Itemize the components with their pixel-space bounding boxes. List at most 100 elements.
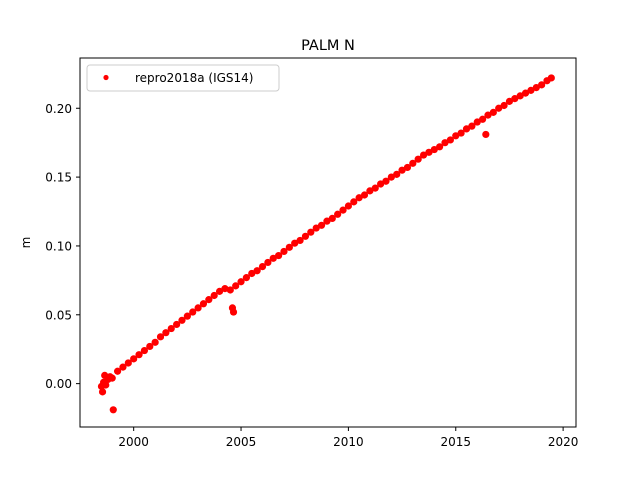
data-point — [366, 187, 374, 195]
y-tick-label: 0.20 — [45, 102, 72, 116]
data-point — [210, 291, 218, 300]
data-point — [334, 210, 342, 218]
legend-label: repro2018a (IGS14) — [135, 71, 253, 85]
plot-area-background — [80, 58, 576, 427]
plot-frame — [79, 57, 577, 428]
data-point — [301, 232, 310, 240]
data-point — [167, 324, 175, 333]
data-point — [505, 97, 514, 105]
data-point — [479, 115, 487, 123]
x-tick-label: 2020 — [548, 435, 579, 449]
data-point — [109, 406, 117, 414]
chart-title: PALM N — [301, 38, 355, 54]
data-point — [473, 118, 481, 126]
data-point — [264, 258, 272, 267]
y-tick-label: 0.05 — [45, 308, 72, 322]
data-point — [280, 247, 288, 256]
legend-marker — [103, 74, 109, 81]
data-point — [387, 173, 395, 181]
data-point — [468, 122, 476, 130]
data-point — [409, 159, 417, 167]
data-point — [317, 221, 326, 229]
data-point — [146, 342, 154, 351]
data-point — [232, 282, 240, 290]
data-point — [151, 338, 159, 346]
data-point — [484, 111, 492, 119]
data-point — [398, 166, 406, 174]
data-point — [173, 320, 181, 329]
x-tick-label: 2005 — [226, 435, 257, 449]
scatter-points — [97, 74, 555, 414]
data-point — [538, 81, 546, 89]
data-point — [135, 351, 143, 359]
data-point — [258, 263, 267, 271]
data-point — [462, 125, 471, 133]
data-point — [516, 92, 524, 100]
data-point — [425, 148, 433, 156]
data-point — [371, 184, 379, 192]
data-point — [344, 202, 352, 210]
data-point — [382, 177, 390, 185]
data-point — [205, 296, 213, 304]
x-tick-label: 2015 — [440, 435, 471, 449]
data-point — [215, 287, 224, 295]
data-point — [457, 129, 465, 137]
data-point — [178, 316, 186, 324]
x-tick-label: 2010 — [333, 435, 364, 449]
data-point — [355, 194, 363, 202]
data-point — [403, 163, 412, 172]
data-point — [156, 333, 165, 341]
data-point — [436, 143, 444, 151]
data-point — [98, 388, 107, 396]
data-point — [377, 180, 385, 188]
data-point — [130, 355, 138, 363]
data-point — [296, 236, 304, 245]
data-point — [419, 151, 428, 159]
data-point — [495, 104, 503, 112]
data-point — [285, 243, 293, 251]
data-point — [393, 170, 401, 178]
x-tick-label: 2000 — [118, 435, 149, 449]
y-tick-label: 0.10 — [45, 239, 72, 253]
y-axis-label: m — [19, 237, 33, 249]
data-point — [199, 300, 208, 308]
data-point — [253, 267, 261, 275]
data-point — [113, 367, 122, 375]
data-point — [532, 84, 540, 92]
data-point — [108, 374, 116, 382]
legend: repro2018a (IGS14) — [86, 64, 280, 92]
data-point — [452, 132, 460, 140]
data-point — [328, 214, 336, 222]
data-point — [360, 191, 369, 199]
legend-box — [86, 64, 280, 92]
data-point — [242, 274, 251, 282]
data-point — [229, 308, 238, 316]
data-point — [500, 101, 508, 110]
y-tick-label: 0.15 — [45, 171, 72, 185]
data-point — [414, 155, 422, 163]
data-point — [547, 74, 555, 82]
data-point — [124, 359, 132, 367]
data-point — [307, 228, 315, 236]
data-point — [312, 224, 320, 232]
data-point — [339, 206, 347, 214]
data-point — [482, 130, 490, 139]
data-point — [446, 136, 454, 144]
data-point — [226, 286, 234, 294]
data-point — [140, 346, 149, 355]
data-point — [489, 108, 497, 116]
data-point — [275, 251, 283, 260]
data-point — [527, 86, 535, 94]
data-point — [162, 329, 170, 337]
data-point — [521, 89, 530, 97]
data-point — [511, 95, 519, 103]
data-point — [189, 308, 197, 316]
data-point — [350, 198, 358, 206]
data-point — [101, 371, 109, 379]
data-point — [237, 278, 245, 286]
axis-ticks: 2000 2005 2010 2015 2020 0.00 0.05 0.10 0.15 0.20 — [45, 102, 578, 449]
data-point — [323, 217, 331, 225]
data-point — [119, 363, 127, 371]
data-point — [291, 239, 299, 247]
